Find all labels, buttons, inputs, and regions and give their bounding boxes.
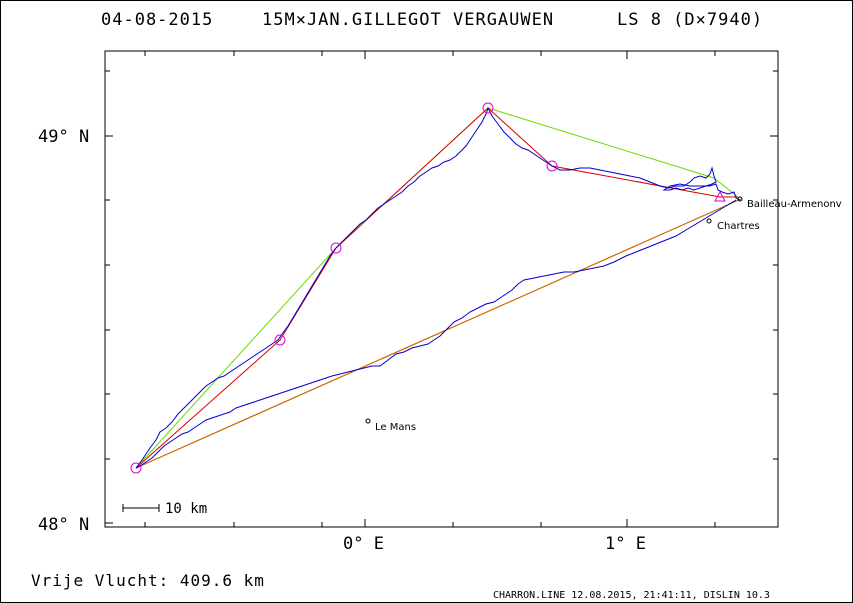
optimized-route-line: [135, 107, 739, 469]
lat-label-49: 49° N: [38, 127, 89, 147]
plot-area: [104, 50, 779, 528]
scale-bar: [122, 504, 160, 512]
city-label-bailleau: Bailleau-Armenonv: [747, 199, 842, 210]
lat-label-48: 48° N: [38, 515, 89, 535]
turnpoint-start-marker: [130, 462, 142, 474]
city-marker-bailleau: [737, 196, 743, 202]
lat-ticks: [105, 51, 778, 527]
free-flight-distance: Vrije Vlucht: 409.6 km: [31, 571, 265, 590]
lon-label-1: 1° E: [605, 534, 646, 554]
flight-title: 15M×JAN.GILLEGOT VERGAUWEN: [262, 10, 554, 30]
task-route-line: [135, 107, 738, 469]
turnpoint-finish-marker: [714, 190, 726, 202]
flight-date: 04-08-2015: [101, 10, 213, 30]
turnpoint-2-marker: [330, 242, 342, 254]
turnpoints: [130, 102, 726, 474]
flight-track-return: [135, 199, 737, 469]
city-label-le-mans: Le Mans: [375, 422, 416, 433]
closing-leg-line: [135, 198, 742, 469]
turnpoint-4-marker: [546, 160, 558, 172]
city-marker-le-mans: [365, 418, 371, 424]
lon-label-0: 0° E: [343, 534, 384, 554]
turnpoint-3-marker: [482, 102, 494, 114]
scale-bar-label: 10 km: [165, 501, 207, 517]
city-marker-chartres: [706, 218, 712, 224]
flight-track-outbound: [135, 106, 741, 469]
turnpoint-1-marker: [274, 334, 286, 346]
city-label-chartres: Chartres: [717, 221, 760, 232]
software-credit: CHARRON.LINE 12.08.2015, 21:41:11, DISLI…: [493, 590, 770, 601]
logger-id: LS 8 (D×7940): [617, 10, 763, 30]
